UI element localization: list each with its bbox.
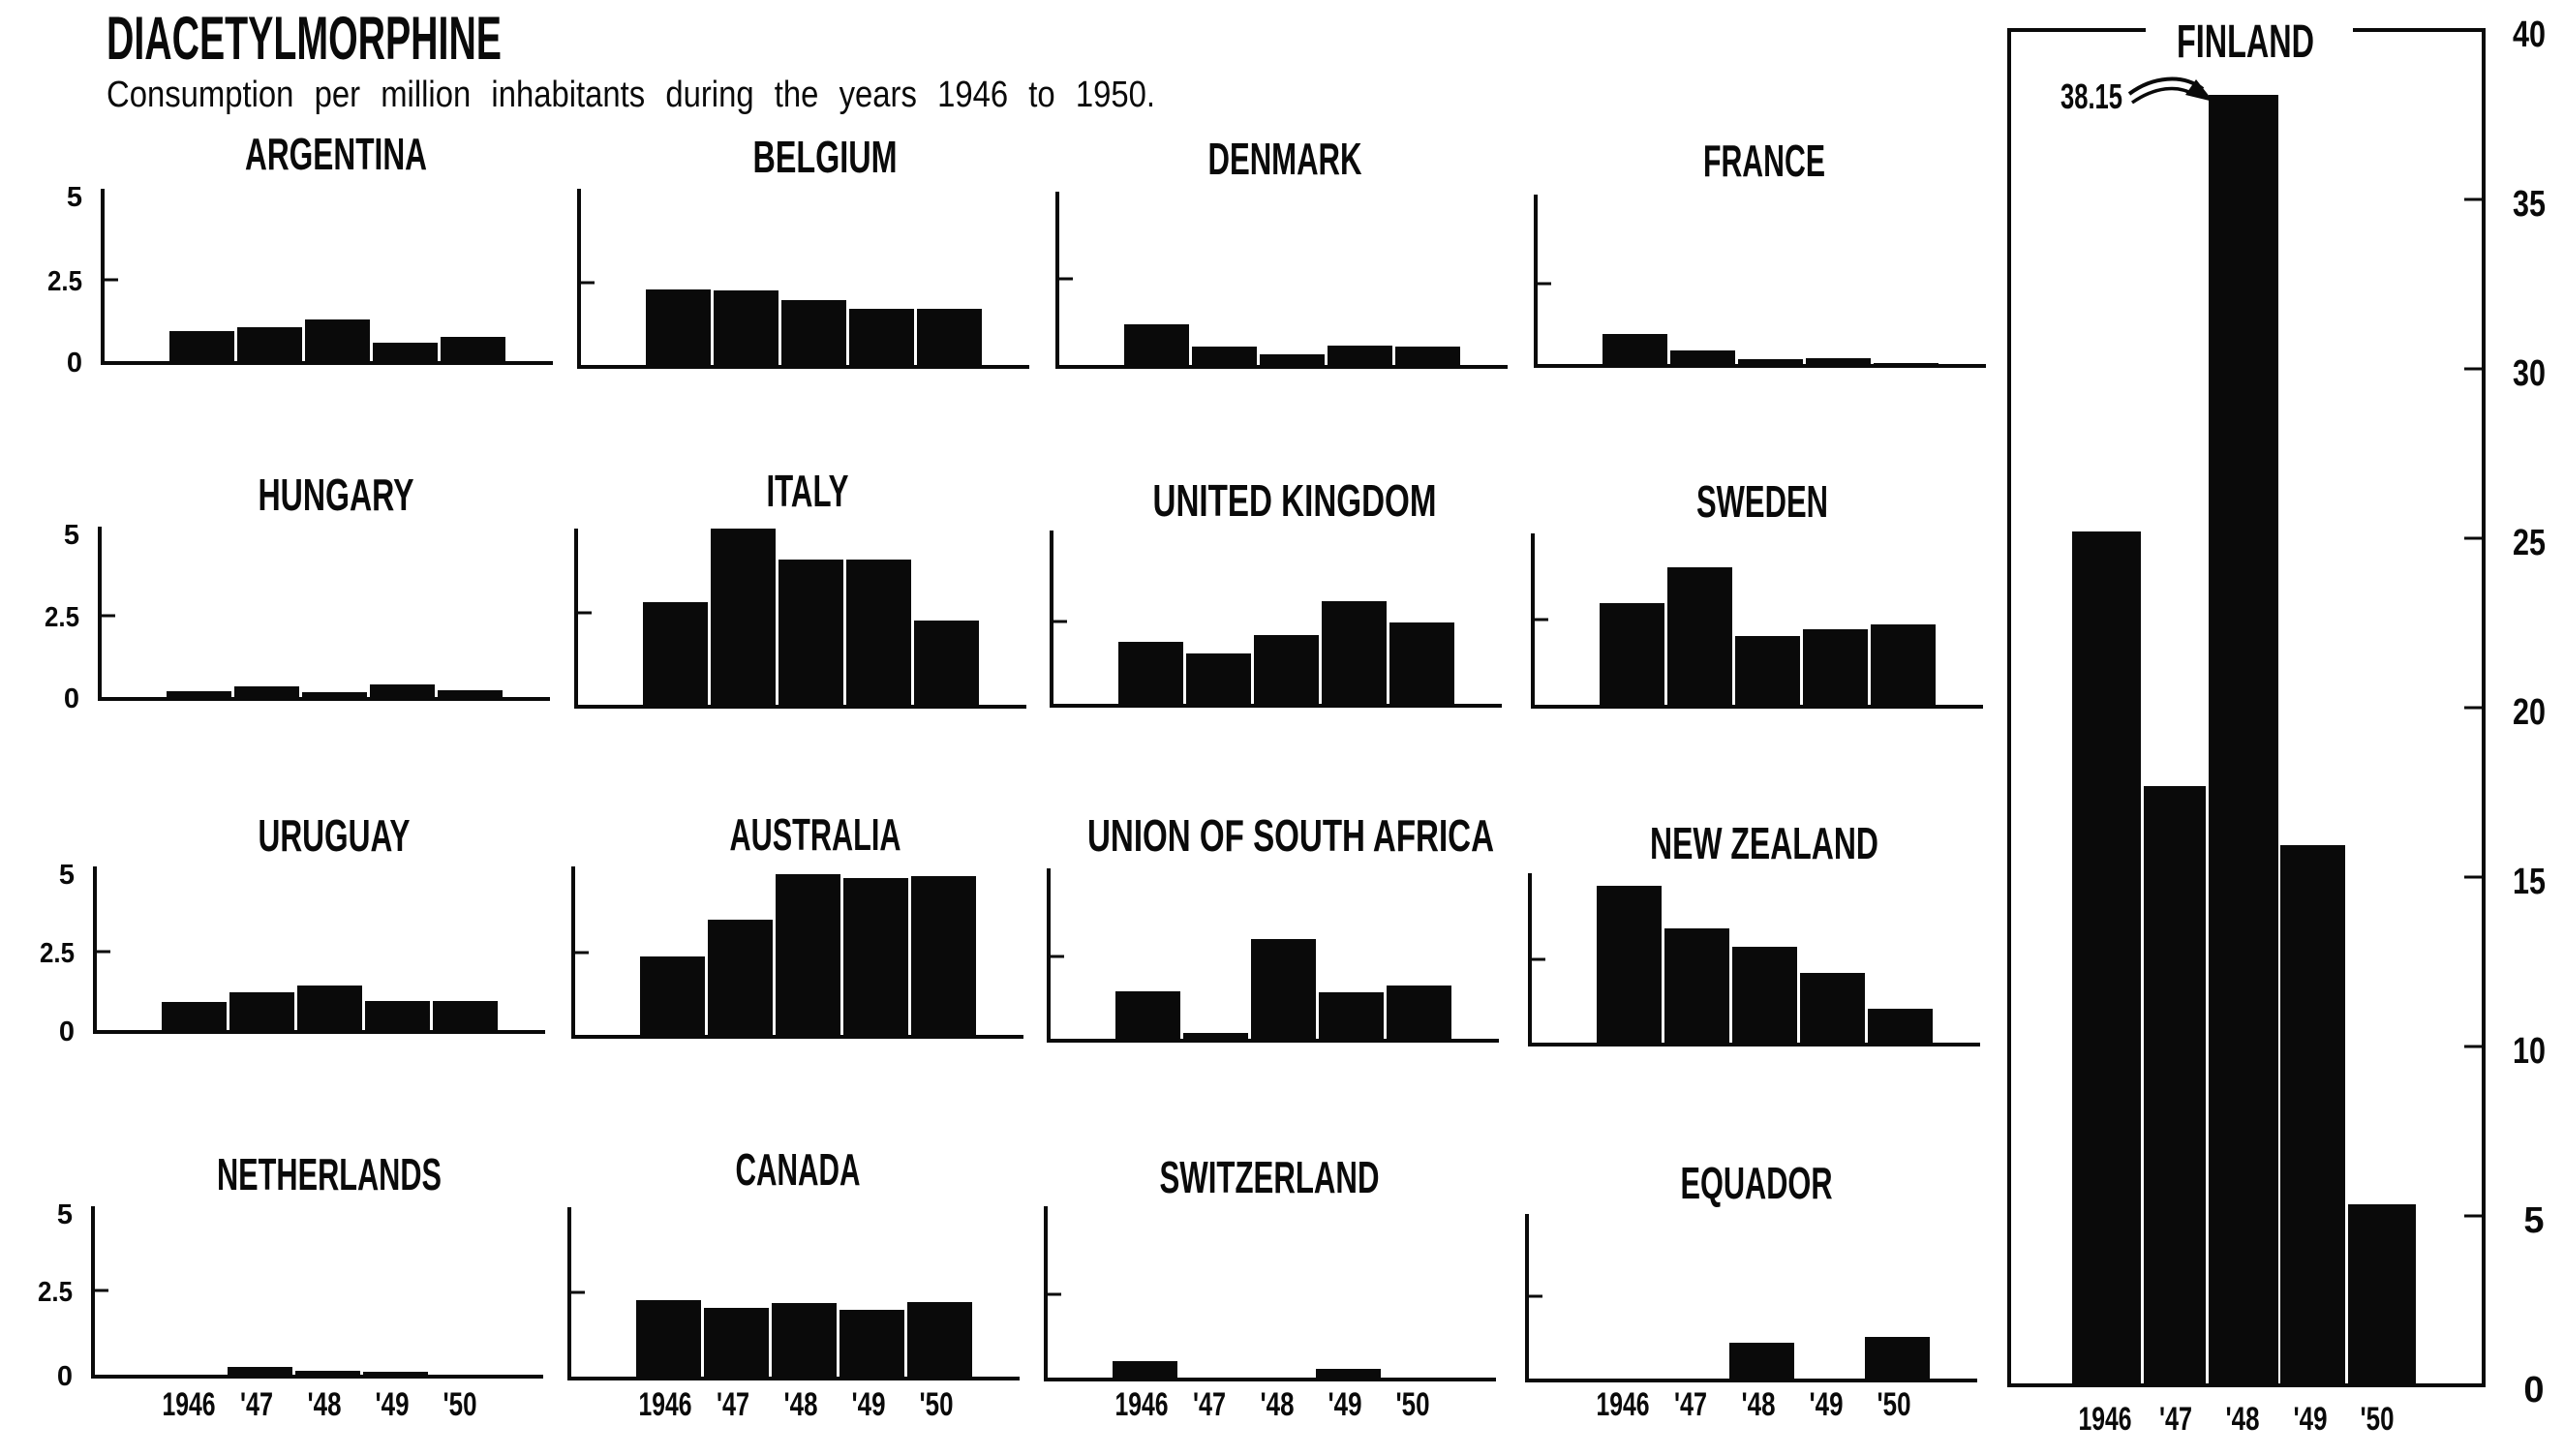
svg-text:5: 5 xyxy=(59,860,75,891)
svg-text:ARGENTINA: ARGENTINA xyxy=(245,129,427,179)
svg-text:'48: '48 xyxy=(2226,1401,2260,1438)
svg-text:'47: '47 xyxy=(240,1386,273,1423)
svg-text:AUSTRALIA: AUSTRALIA xyxy=(730,809,901,860)
svg-text:'49: '49 xyxy=(1810,1386,1844,1423)
svg-text:0: 0 xyxy=(57,1361,73,1392)
svg-text:'50: '50 xyxy=(920,1386,954,1423)
svg-text:1946: 1946 xyxy=(1597,1386,1650,1423)
svg-text:CANADA: CANADA xyxy=(736,1144,861,1195)
svg-text:38.15: 38.15 xyxy=(2060,76,2122,116)
svg-text:'47: '47 xyxy=(2159,1401,2192,1438)
svg-text:ITALY: ITALY xyxy=(767,466,849,516)
svg-text:2.5: 2.5 xyxy=(47,266,82,297)
svg-text:NETHERLANDS: NETHERLANDS xyxy=(217,1149,442,1199)
svg-text:EQUADOR: EQUADOR xyxy=(1681,1158,1833,1208)
svg-text:DIACETYLMORPHINE: DIACETYLMORPHINE xyxy=(107,5,502,73)
svg-text:35: 35 xyxy=(2513,184,2546,225)
svg-text:Consumption per million inhabi: Consumption per million inhabitants duri… xyxy=(107,75,1155,115)
svg-text:'49: '49 xyxy=(2294,1401,2328,1438)
svg-text:UNION OF SOUTH AFRICA: UNION OF SOUTH AFRICA xyxy=(1087,810,1494,861)
svg-text:FINLAND: FINLAND xyxy=(2177,16,2314,68)
svg-text:'47: '47 xyxy=(1674,1386,1707,1423)
svg-text:5: 5 xyxy=(67,182,82,213)
svg-text:BELGIUM: BELGIUM xyxy=(753,132,898,182)
svg-text:'49: '49 xyxy=(376,1386,410,1423)
svg-text:'48: '48 xyxy=(784,1386,818,1423)
svg-text:'50: '50 xyxy=(1877,1386,1911,1423)
svg-text:NEW ZEALAND: NEW ZEALAND xyxy=(1650,818,1878,868)
svg-text:'47: '47 xyxy=(1193,1386,1226,1423)
svg-text:0: 0 xyxy=(67,348,82,379)
svg-text:1946: 1946 xyxy=(2079,1401,2132,1438)
svg-text:URUGUAY: URUGUAY xyxy=(259,810,411,861)
svg-text:SWEDEN: SWEDEN xyxy=(1696,476,1828,527)
svg-text:0: 0 xyxy=(59,1016,75,1047)
svg-text:20: 20 xyxy=(2513,692,2546,733)
svg-text:2.5: 2.5 xyxy=(38,1277,73,1308)
svg-text:0: 0 xyxy=(2523,1370,2544,1410)
svg-text:'50: '50 xyxy=(443,1386,477,1423)
svg-text:5: 5 xyxy=(64,520,79,551)
svg-text:UNITED KINGDOM: UNITED KINGDOM xyxy=(1153,475,1437,526)
svg-text:HUNGARY: HUNGARY xyxy=(259,470,414,520)
svg-text:10: 10 xyxy=(2513,1031,2546,1072)
svg-text:1946: 1946 xyxy=(1115,1386,1169,1423)
svg-text:DENMARK: DENMARK xyxy=(1208,134,1362,184)
svg-text:FRANCE: FRANCE xyxy=(1703,136,1825,186)
svg-text:'48: '48 xyxy=(1742,1386,1776,1423)
svg-text:'47: '47 xyxy=(717,1386,749,1423)
svg-text:1946: 1946 xyxy=(163,1386,216,1423)
svg-text:'50: '50 xyxy=(2361,1401,2395,1438)
svg-text:2.5: 2.5 xyxy=(45,602,79,633)
svg-text:0: 0 xyxy=(64,683,79,714)
svg-text:'49: '49 xyxy=(852,1386,886,1423)
svg-text:2.5: 2.5 xyxy=(40,938,75,969)
svg-text:30: 30 xyxy=(2513,353,2546,394)
svg-text:15: 15 xyxy=(2513,862,2546,902)
svg-text:1946: 1946 xyxy=(639,1386,692,1423)
svg-text:5: 5 xyxy=(2523,1200,2544,1241)
svg-text:'48: '48 xyxy=(1261,1386,1295,1423)
svg-text:'48: '48 xyxy=(308,1386,342,1423)
svg-text:'49: '49 xyxy=(1328,1386,1362,1423)
svg-text:5: 5 xyxy=(57,1199,73,1230)
svg-text:40: 40 xyxy=(2513,15,2546,55)
svg-text:SWITZERLAND: SWITZERLAND xyxy=(1160,1152,1380,1202)
svg-text:25: 25 xyxy=(2513,523,2546,563)
svg-text:'50: '50 xyxy=(1396,1386,1430,1423)
